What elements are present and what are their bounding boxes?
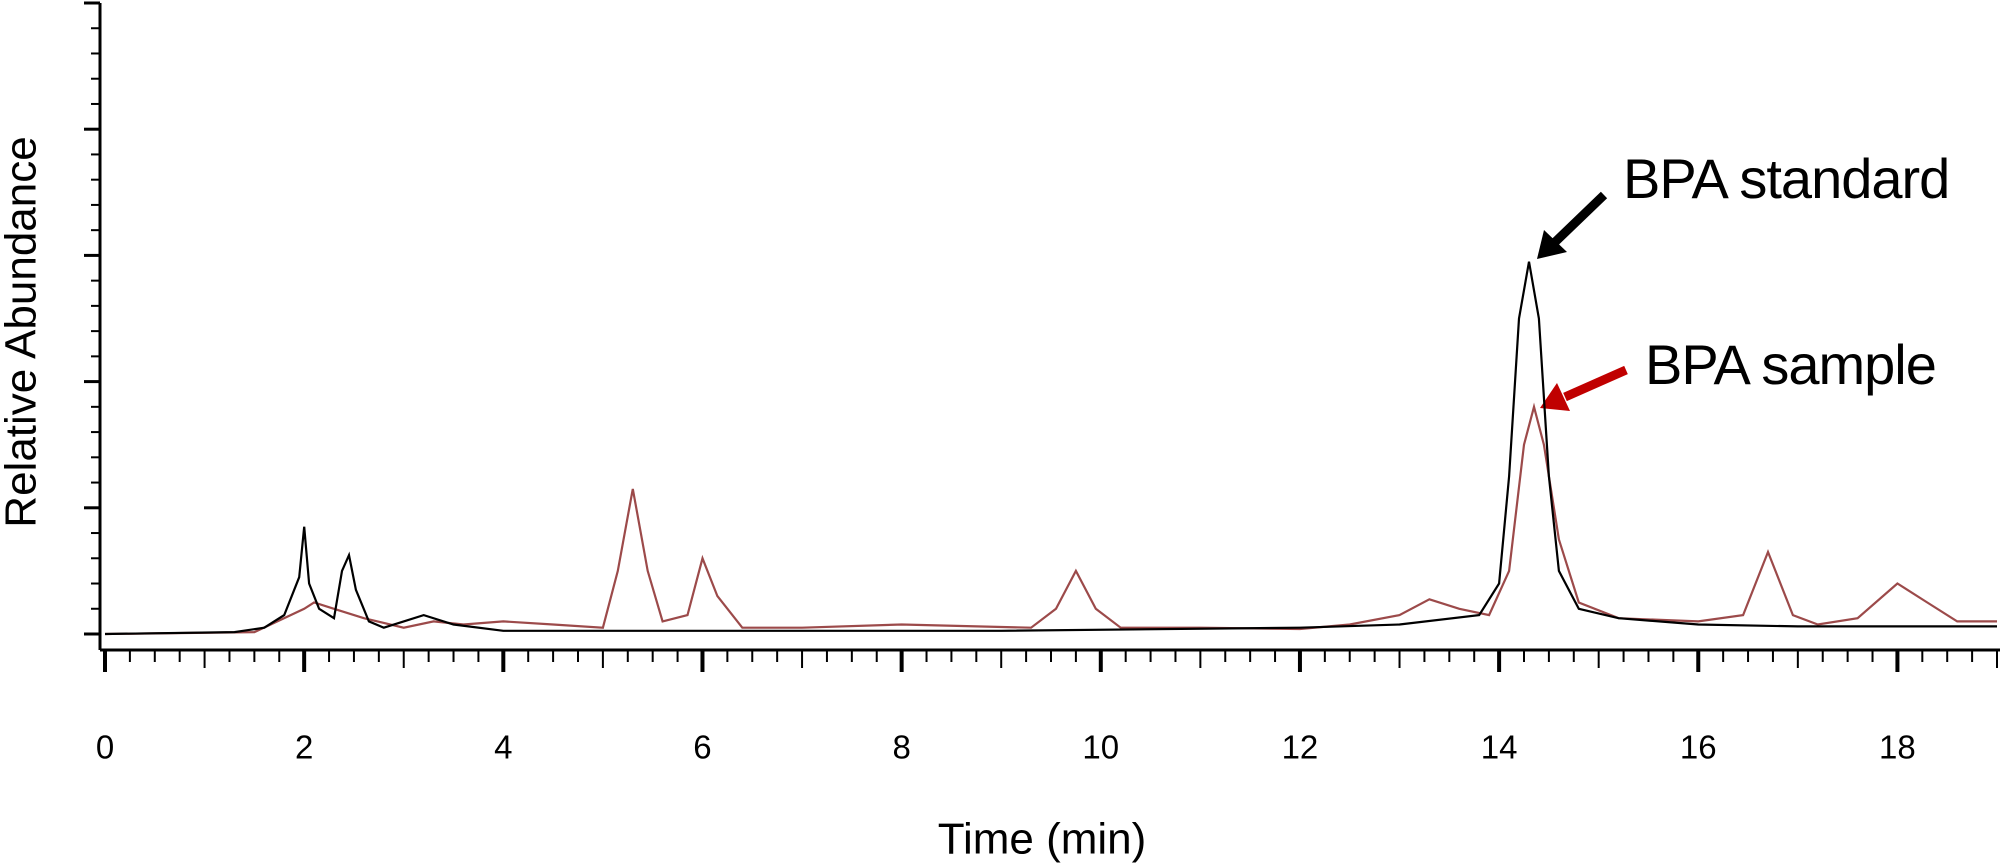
x-axis-title: Time (min) [938, 815, 1147, 864]
x-tick-label: 4 [494, 729, 512, 766]
y-axis-title: Relative Abundance [0, 136, 46, 527]
x-tick-label: 14 [1481, 729, 1518, 766]
x-tick-label: 12 [1282, 729, 1319, 766]
x-tick-label: 18 [1879, 729, 1916, 766]
annotation-arrow [1548, 191, 1608, 249]
data-line [104, 261, 1997, 636]
annotation-arrow-head [1540, 383, 1570, 411]
x-tick-label: 8 [892, 729, 910, 766]
x-tick-label: 10 [1082, 729, 1119, 766]
data-line [104, 402, 1997, 636]
annotation-arrow [1563, 365, 1628, 402]
x-tick-label: 0 [96, 729, 114, 766]
annotation-arrow-head [1537, 230, 1567, 259]
x-tick-label: 6 [693, 729, 711, 766]
x-tick-label: 2 [295, 729, 313, 766]
x-tick-label: 16 [1680, 729, 1717, 766]
annotation: BPA sample [1645, 333, 1936, 396]
annotation: BPA standard [1623, 147, 1949, 210]
